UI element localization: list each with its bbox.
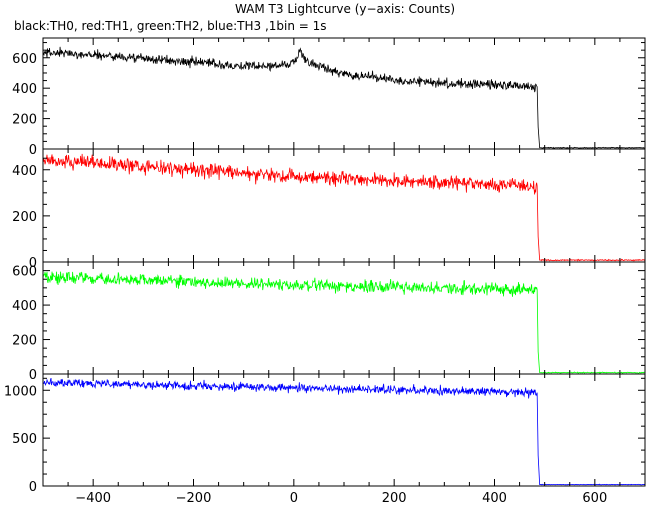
x-tick-label: −200	[176, 491, 212, 505]
y-tick-label: 0	[29, 143, 37, 158]
panel-th3: 0 500 1000	[4, 373, 646, 495]
x-tick-label: −400	[75, 491, 111, 505]
panel-th0: 0 200 400 600	[12, 37, 646, 158]
y-tick-label: 500	[12, 432, 37, 447]
panel-th2: 0 200 400 600	[12, 261, 646, 383]
x-tick-label: 600	[582, 491, 607, 505]
series-line-th3	[42, 377, 646, 486]
panel-frame	[42, 373, 646, 487]
panel-th1: 0 200 400	[12, 148, 646, 271]
y-tick-label: 400	[12, 299, 37, 314]
y-tick-label: 400	[12, 82, 37, 97]
chart-subtitle: black:TH0, red:TH1, green:TH2, blue:TH3 …	[14, 19, 327, 33]
x-tick-label: 0	[290, 491, 298, 505]
y-tick-label: 0	[29, 368, 37, 383]
y-tick-label: 200	[12, 334, 37, 349]
series-line-th1	[42, 153, 646, 262]
y-tick-label: 400	[12, 164, 37, 179]
chart-title: WAM T3 Lightcurve (y−axis: Counts)	[235, 2, 455, 16]
y-tick-label: 600	[12, 52, 37, 67]
x-tick-label: 200	[382, 491, 407, 505]
series-line-th0	[42, 46, 646, 149]
series-line-th2	[42, 271, 646, 374]
y-tick-label: 1000	[4, 384, 37, 399]
plot-area: 02004006000200400020040060005001000−400−…	[4, 37, 646, 505]
y-tick-label: 200	[12, 113, 37, 128]
x-tick-label: 400	[482, 491, 507, 505]
panel-frame	[42, 261, 646, 375]
y-tick-label: 600	[12, 265, 37, 280]
y-tick-label: 0	[29, 256, 37, 271]
y-tick-label: 0	[29, 480, 37, 495]
y-tick-label: 200	[12, 210, 37, 225]
